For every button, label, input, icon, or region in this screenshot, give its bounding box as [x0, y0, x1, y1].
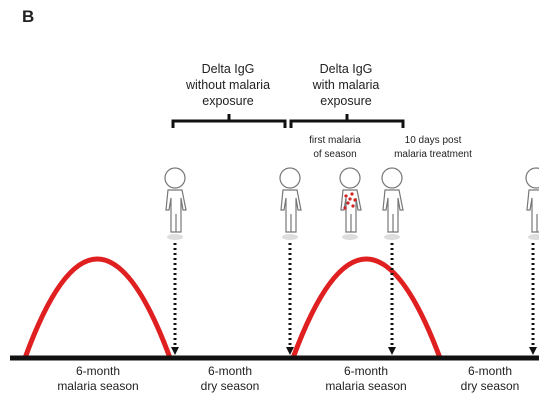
- arrow-head: [171, 347, 179, 355]
- person-icon: [279, 167, 302, 240]
- season-label: dry season: [461, 379, 520, 393]
- bracket-label: exposure: [320, 94, 371, 108]
- bracket-label: Delta IgG: [320, 62, 373, 76]
- parasite-dot: [351, 204, 355, 208]
- person-head: [525, 167, 539, 189]
- season-label: 6-month: [468, 364, 512, 378]
- season-label: dry season: [201, 379, 260, 393]
- person-icon: [381, 167, 404, 240]
- season-label: 6-month: [208, 364, 252, 378]
- panel-label: B: [22, 7, 34, 26]
- person-icon: [164, 167, 187, 240]
- arrow-head: [286, 347, 294, 355]
- person-body: [165, 189, 187, 233]
- bracket-label: exposure: [202, 94, 253, 108]
- parasite-dot: [344, 194, 348, 198]
- person-shadow: [167, 234, 183, 240]
- person-head: [279, 167, 301, 189]
- malaria-curve: [290, 256, 443, 359]
- season-label: 6-month: [344, 364, 388, 378]
- bracket-label: Delta IgG: [202, 62, 255, 76]
- annotation: first malaria: [309, 135, 361, 146]
- arrow-head: [529, 347, 537, 355]
- malaria-curve: [22, 256, 173, 359]
- person-icon: [339, 167, 362, 240]
- person-shadow: [282, 234, 298, 240]
- person-icon: [525, 167, 539, 240]
- parasite-dot: [346, 201, 350, 205]
- person-head: [164, 167, 186, 189]
- season-label: malaria season: [57, 379, 138, 393]
- parasite-dot: [348, 197, 352, 201]
- person-shadow: [528, 234, 539, 240]
- person-body: [382, 189, 404, 233]
- person-body: [526, 189, 539, 233]
- person-shadow: [342, 234, 358, 240]
- parasite-dot: [353, 198, 357, 202]
- season-label: 6-month: [76, 364, 120, 378]
- arrow-head: [388, 347, 396, 355]
- person-head: [381, 167, 403, 189]
- annotation: 10 days post: [405, 135, 462, 146]
- annotation: of season: [313, 149, 356, 160]
- bracket: [171, 114, 287, 128]
- bracket: [289, 114, 405, 128]
- person-body: [340, 189, 362, 233]
- person-body: [280, 189, 302, 233]
- person-head: [339, 167, 361, 189]
- bracket-label: without malaria: [185, 78, 270, 92]
- figures: [164, 167, 539, 240]
- bracket-label: with malaria: [312, 78, 380, 92]
- season-label: malaria season: [325, 379, 406, 393]
- person-shadow: [384, 234, 400, 240]
- parasite-dot: [350, 192, 354, 196]
- annotation: malaria treatment: [394, 149, 472, 160]
- parasite-dot: [343, 206, 347, 210]
